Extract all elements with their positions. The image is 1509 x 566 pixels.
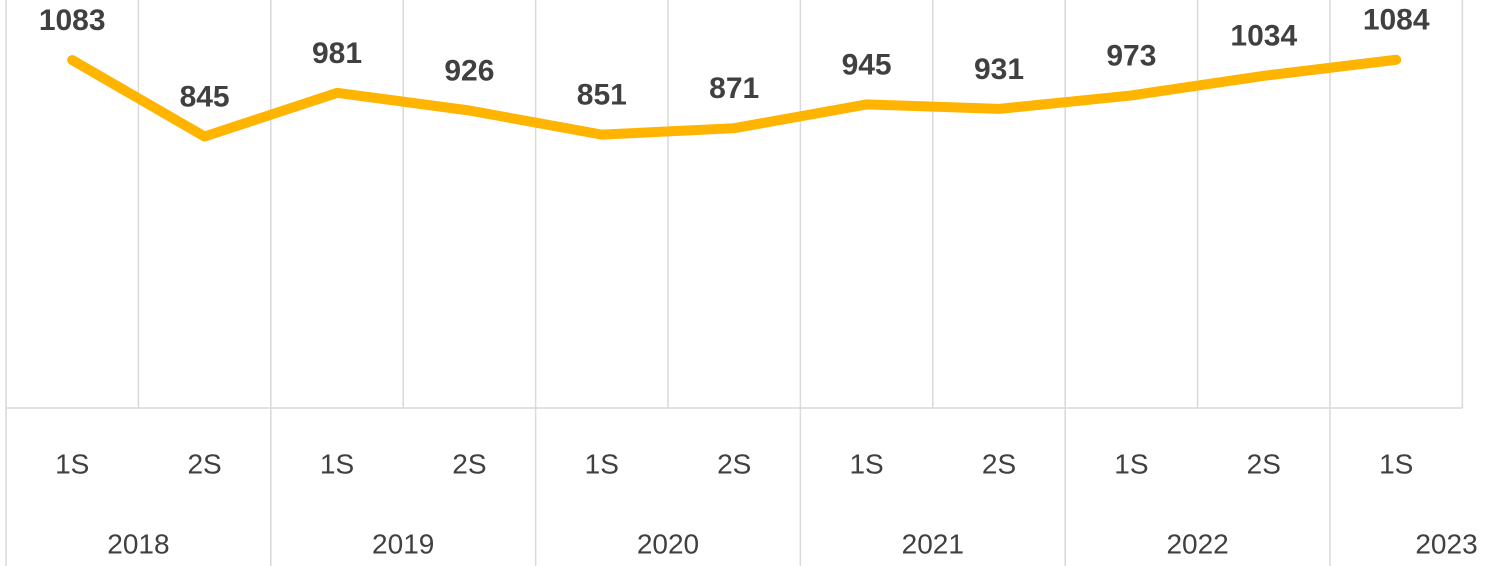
data-label: 851: [577, 79, 627, 112]
group-label: 2022: [1166, 528, 1228, 559]
x-tick-label: 2S: [187, 448, 221, 479]
x-tick-label: 1S: [585, 448, 619, 479]
x-tick-label: 1S: [55, 448, 89, 479]
data-label: 1083: [39, 4, 106, 37]
x-tick-label: 2S: [717, 448, 751, 479]
x-tick-label: 2S: [982, 448, 1016, 479]
data-label: 973: [1106, 39, 1156, 72]
data-label: 945: [842, 48, 892, 81]
data-label: 931: [974, 53, 1024, 86]
x-tick-label: 1S: [849, 448, 883, 479]
data-label: 1084: [1363, 4, 1430, 37]
x-tick-label: 2S: [452, 448, 486, 479]
x-tick-label: 1S: [320, 448, 354, 479]
data-label: 845: [180, 80, 230, 113]
x-tick-label: 1S: [1379, 448, 1413, 479]
x-tick-label: 1S: [1114, 448, 1148, 479]
data-label: 981: [312, 37, 362, 70]
group-label: 2023: [1415, 528, 1477, 559]
group-label: 2021: [902, 528, 964, 559]
data-label: 871: [709, 72, 759, 105]
line: [67, 54, 1402, 142]
data-label: 1034: [1230, 20, 1297, 53]
x-tick-label: 2S: [1247, 448, 1281, 479]
group-label: 2020: [637, 528, 699, 559]
data-label: 926: [444, 54, 494, 87]
group-label: 2018: [107, 528, 169, 559]
group-label: 2019: [372, 528, 434, 559]
